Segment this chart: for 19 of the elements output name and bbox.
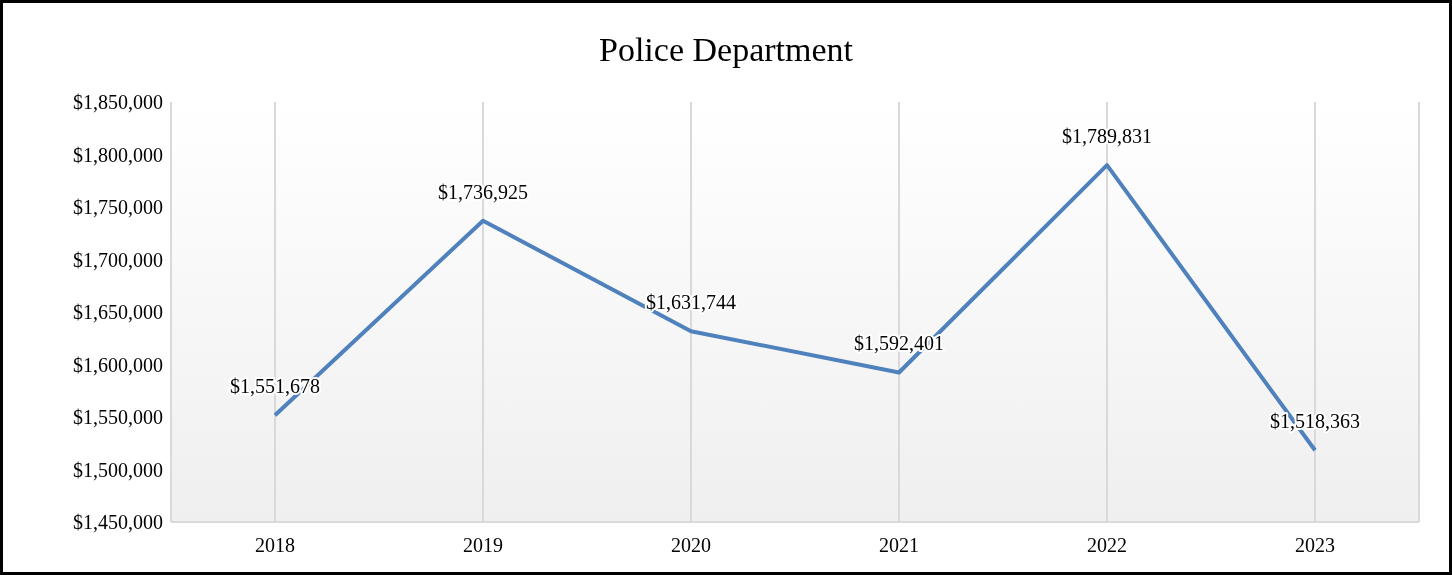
y-tick-label: $1,450,000 (73, 511, 163, 534)
chart-title: Police Department (598, 31, 854, 69)
data-label: $1,789,831 (1062, 125, 1152, 148)
data-label: $1,736,925 (438, 180, 528, 203)
x-tick-label: 2020 (671, 534, 711, 557)
y-tick-label: $1,750,000 (73, 196, 163, 219)
y-tick-label: $1,600,000 (73, 353, 163, 376)
y-tick-label: $1,800,000 (73, 143, 163, 166)
y-tick-label: $1,550,000 (73, 406, 163, 429)
x-tick-label: 2021 (879, 534, 919, 557)
x-tick-label: 2019 (463, 534, 503, 557)
x-tick-label: 2018 (255, 534, 295, 557)
y-tick-label: $1,500,000 (73, 458, 163, 481)
y-tick-label: $1,650,000 (73, 301, 163, 324)
x-tick-label: 2023 (1295, 534, 1335, 557)
y-tick-label: $1,850,000 (73, 91, 163, 114)
y-tick-label: $1,700,000 (73, 248, 163, 271)
data-label: $1,631,744 (646, 291, 736, 314)
x-tick-label: 2022 (1087, 534, 1127, 557)
